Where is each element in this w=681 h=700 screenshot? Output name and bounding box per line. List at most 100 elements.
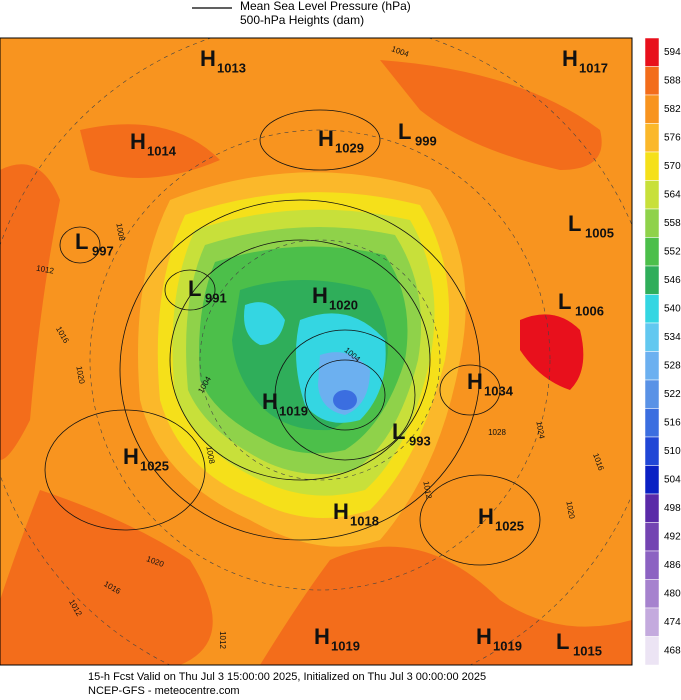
- colorbar-swatch: [644, 237, 660, 267]
- isobar-label: 1008: [114, 222, 126, 242]
- center-letter: L: [75, 229, 88, 254]
- center-letter: H: [123, 444, 139, 469]
- center-pressure: 1019: [331, 638, 360, 653]
- center-letter: H: [262, 389, 278, 414]
- footer-valid: 15-h Fcst Valid on Thu Jul 3 15:00:00 20…: [88, 671, 486, 683]
- isobar-label: 1012: [421, 480, 433, 500]
- isobar-label: 1020: [74, 365, 86, 385]
- center-letter: L: [398, 119, 411, 144]
- colorbar-swatch: [644, 636, 660, 666]
- center-pressure: 1025: [495, 518, 524, 533]
- colorbar-swatch: [644, 294, 660, 324]
- colorbar-swatch: [644, 550, 660, 580]
- isobars: [44, 109, 541, 566]
- field-588: [80, 124, 220, 178]
- colorbar-swatch: [644, 94, 660, 124]
- colorbar-label: 528: [664, 360, 681, 371]
- isobar-label: 1008: [204, 445, 216, 465]
- colorbar-swatch: [644, 579, 660, 609]
- colorbar-swatch: [644, 351, 660, 381]
- center-pressure: 1017: [579, 60, 608, 75]
- field-528: [318, 352, 370, 415]
- colorbar-swatch: [644, 208, 660, 238]
- colorbar-swatch: [644, 66, 660, 96]
- isobar-label: 1024: [534, 420, 546, 440]
- center-letter: H: [476, 624, 492, 649]
- center-letter: L: [556, 629, 569, 654]
- field-588: [260, 546, 632, 665]
- colorbar-label: 474: [664, 617, 681, 628]
- colorbar-label: 498: [664, 503, 681, 514]
- colorbar-label: 552: [664, 246, 681, 257]
- colorbar-swatch: [644, 522, 660, 552]
- colorbar-swatch: [644, 379, 660, 409]
- colorbar-swatch: [644, 493, 660, 523]
- colorbar-label: 468: [664, 645, 681, 656]
- map-frame: [0, 37, 633, 666]
- center-letter: L: [392, 419, 405, 444]
- center-letter: H: [562, 46, 578, 71]
- colorbar-label: 558: [664, 218, 681, 229]
- colorbar-swatch: [644, 322, 660, 352]
- field-588: [0, 164, 60, 461]
- colorbar-label: 540: [664, 303, 681, 314]
- center-letter: L: [568, 211, 581, 236]
- colorbar-label: 594: [664, 47, 681, 58]
- center-pressure: 1034: [484, 383, 514, 398]
- center-pressure: 1018: [350, 513, 379, 528]
- colorbar-label: 534: [664, 332, 681, 343]
- center-pressure: 993: [409, 433, 431, 448]
- colorbar-swatch: [644, 408, 660, 438]
- center-pressure: 1005: [585, 225, 614, 240]
- colorbar-swatch: [644, 180, 660, 210]
- isobar-label: 1012: [36, 264, 56, 276]
- isobar-label: 1028: [488, 428, 506, 437]
- center-pressure: 1014: [147, 143, 177, 158]
- center-pressure: 1019: [493, 638, 522, 653]
- colorbar-label: 516: [664, 417, 681, 428]
- center-pressure: 1025: [140, 458, 169, 473]
- colorbar-swatch: [644, 465, 660, 495]
- colorbar-label: 564: [664, 189, 681, 200]
- field-540: [244, 302, 285, 345]
- center-letter: H: [467, 369, 483, 394]
- colorbar-label: 546: [664, 275, 681, 286]
- center-pressure: 991: [205, 290, 227, 305]
- colorbar-label: 504: [664, 474, 681, 485]
- colorbar-label: 522: [664, 389, 681, 400]
- colorbar-label: 480: [664, 588, 681, 599]
- center-letter: H: [318, 126, 334, 151]
- latitude-circles: [0, 38, 632, 665]
- center-letter: H: [333, 499, 349, 524]
- field-588: [380, 60, 602, 170]
- colorbar-swatch: [644, 607, 660, 637]
- colorbar-swatch: [644, 265, 660, 295]
- center-letter: H: [312, 283, 328, 308]
- center-letter: L: [558, 289, 571, 314]
- colorbar-label: 576: [664, 132, 681, 143]
- center-pressure: 1015: [573, 643, 602, 658]
- colorbar-label: 588: [664, 75, 681, 86]
- center-letter: H: [314, 624, 330, 649]
- isobar-label: 1012: [218, 631, 227, 649]
- center-pressure: 997: [92, 243, 114, 258]
- center-letter: L: [188, 276, 201, 301]
- center-pressure: 1020: [329, 297, 358, 312]
- colorbar-swatch: [644, 436, 660, 466]
- footer-source: NCEP-GFS - meteocentre.com: [88, 685, 240, 697]
- colorbar-swatch: [644, 123, 660, 153]
- field-594: [520, 314, 584, 390]
- colorbar-swatch: [644, 151, 660, 181]
- isobar-label: 1020: [564, 500, 576, 520]
- center-pressure: 1029: [335, 140, 364, 155]
- center-pressure: 1006: [575, 303, 604, 318]
- colorbar-label: 492: [664, 531, 681, 542]
- colorbar-swatch: [644, 37, 660, 67]
- map-area: [0, 38, 632, 665]
- center-letter: H: [478, 504, 494, 529]
- field-516: [333, 390, 357, 410]
- center-pressure: 1013: [217, 60, 246, 75]
- legend-heights: 500-hPa Heights (dam): [240, 13, 364, 27]
- legend-mslp: Mean Sea Level Pressure (hPa): [240, 0, 411, 13]
